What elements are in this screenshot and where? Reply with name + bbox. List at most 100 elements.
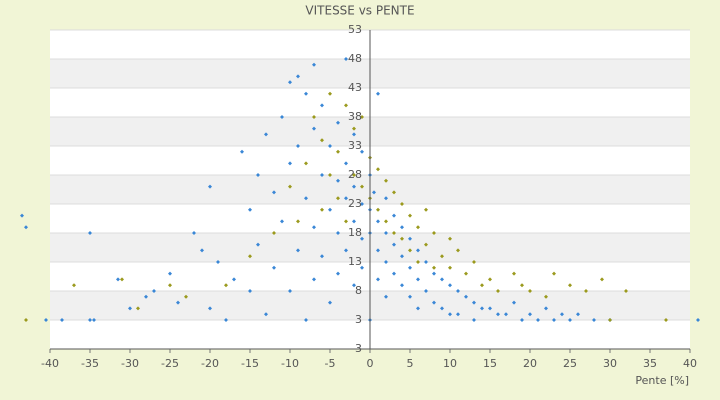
point — [528, 312, 532, 317]
y-tick-label: 13 — [348, 255, 362, 268]
point — [168, 283, 172, 288]
point — [384, 231, 388, 235]
point — [344, 103, 348, 108]
point — [496, 289, 500, 293]
point — [288, 161, 292, 166]
point — [392, 271, 396, 276]
point — [400, 225, 404, 230]
point — [376, 277, 380, 282]
point — [44, 318, 48, 322]
point — [88, 318, 92, 322]
point — [128, 306, 132, 311]
x-tick-label: -40 — [41, 357, 59, 370]
point — [408, 213, 412, 218]
y-tick-label: 33 — [348, 139, 362, 152]
point — [312, 115, 316, 119]
point — [448, 283, 452, 288]
point — [440, 277, 444, 282]
point — [552, 271, 556, 276]
point — [408, 236, 412, 241]
point — [336, 120, 340, 125]
point — [224, 318, 228, 322]
point — [296, 248, 300, 253]
point — [288, 184, 292, 189]
point — [24, 318, 28, 322]
point — [480, 283, 484, 288]
chart-title: VITESSE vs PENTE — [305, 4, 414, 18]
point — [480, 306, 484, 311]
point — [272, 190, 276, 195]
point — [328, 300, 332, 305]
point — [184, 294, 188, 299]
point — [408, 265, 412, 270]
point — [408, 248, 412, 253]
point — [152, 289, 156, 293]
point — [312, 277, 316, 282]
point — [312, 62, 316, 67]
point — [120, 277, 124, 282]
point — [472, 260, 476, 264]
point — [440, 306, 444, 311]
y-tick-label: 8 — [355, 284, 362, 297]
point — [392, 190, 396, 195]
point — [424, 207, 428, 212]
x-tick-label: 40 — [683, 357, 697, 370]
point — [256, 242, 260, 247]
point — [336, 231, 340, 235]
point — [416, 248, 420, 253]
point — [192, 231, 196, 235]
point — [208, 306, 212, 311]
points — [20, 57, 700, 322]
point — [464, 294, 468, 299]
x-tick-label: -15 — [241, 357, 259, 370]
point — [272, 265, 276, 270]
point — [352, 173, 356, 177]
point — [608, 318, 612, 322]
point — [456, 248, 460, 253]
point — [352, 283, 356, 288]
point — [320, 138, 324, 143]
point — [528, 289, 532, 293]
x-tick-label: 20 — [523, 357, 537, 370]
point — [384, 260, 388, 264]
point — [336, 149, 340, 154]
point — [512, 300, 516, 305]
point — [272, 231, 276, 235]
point — [512, 271, 516, 276]
point — [320, 207, 324, 212]
point — [360, 184, 364, 189]
point — [568, 318, 572, 322]
point — [288, 289, 292, 293]
point — [376, 91, 380, 96]
point — [456, 289, 460, 293]
point — [392, 242, 396, 247]
point — [400, 254, 404, 259]
point — [576, 312, 580, 317]
point — [488, 306, 492, 311]
point — [72, 283, 76, 288]
point — [360, 202, 364, 206]
point — [328, 144, 332, 148]
point — [360, 236, 364, 241]
point — [20, 213, 24, 218]
point — [256, 173, 260, 177]
point — [552, 318, 556, 322]
point — [320, 173, 324, 177]
point — [376, 167, 380, 172]
point — [432, 231, 436, 235]
point — [92, 318, 96, 322]
point — [88, 231, 92, 235]
y-tick-label: 3 — [355, 313, 362, 326]
point — [360, 265, 364, 270]
point — [432, 300, 436, 305]
point — [304, 318, 308, 322]
x-tick-label: 35 — [643, 357, 657, 370]
y-tick-label: 23 — [348, 197, 362, 210]
point — [296, 219, 300, 224]
x-tick-label: 10 — [443, 357, 457, 370]
point — [416, 225, 420, 230]
x-tick-label: 5 — [407, 357, 414, 370]
point — [344, 57, 348, 61]
point — [664, 318, 668, 322]
